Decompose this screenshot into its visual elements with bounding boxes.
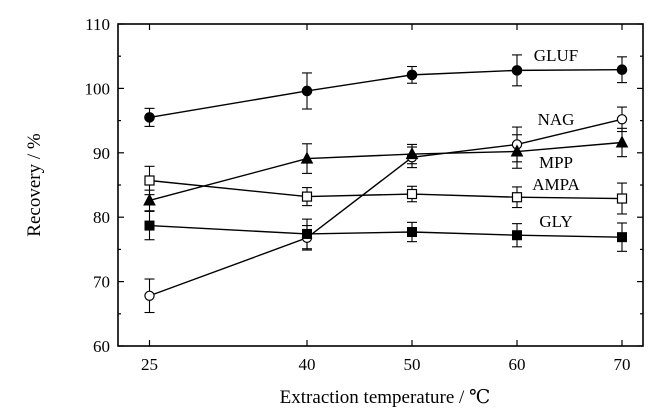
point-mpp xyxy=(405,147,419,160)
y-tick-label: 90 xyxy=(93,144,110,163)
x-tick-label: 60 xyxy=(509,355,526,374)
x-tick-label: 25 xyxy=(141,355,158,374)
x-tick-label: 40 xyxy=(299,355,316,374)
series-labels: GLUF NAG MPP AMPA GLY xyxy=(532,46,580,231)
point-ampa xyxy=(301,191,313,202)
point-mpp xyxy=(143,193,156,206)
y-tick-label: 80 xyxy=(93,208,110,227)
point-gly xyxy=(512,230,522,241)
point-mpp xyxy=(510,144,524,157)
point-gluf xyxy=(406,69,418,81)
point-gluf xyxy=(144,112,155,123)
series-label-mpp: MPP xyxy=(539,153,573,172)
point-ampa xyxy=(144,175,155,186)
series-label-gly: GLY xyxy=(539,212,572,231)
point-gly xyxy=(302,228,312,239)
data-markers xyxy=(143,64,629,301)
point-gly xyxy=(144,220,155,231)
series-label-gluf: GLUF xyxy=(534,46,578,65)
axis-ticks: 25 40 50 60 70 60 70 80 90 100 110 xyxy=(85,15,643,374)
point-ampa xyxy=(511,192,523,203)
point-gluf xyxy=(511,65,523,76)
point-nag xyxy=(616,114,628,125)
point-gluf xyxy=(616,64,628,76)
x-tick-label: 70 xyxy=(614,355,631,374)
x-tick-label: 50 xyxy=(404,355,421,374)
y-tick-label: 70 xyxy=(93,273,110,292)
point-gluf xyxy=(301,85,313,97)
y-tick-label: 60 xyxy=(93,337,110,356)
point-gly xyxy=(407,227,417,238)
series-line-nag xyxy=(149,118,623,297)
y-tick-label: 100 xyxy=(85,79,111,98)
point-gly xyxy=(617,232,627,243)
series-label-ampa: AMPA xyxy=(532,175,580,194)
point-ampa xyxy=(616,193,628,204)
y-tick-label: 110 xyxy=(85,15,110,34)
point-mpp xyxy=(615,135,629,148)
x-axis-title: Extraction temperature / ℃ xyxy=(280,387,491,408)
point-ampa xyxy=(406,188,418,200)
y-axis-title: Recovery / % xyxy=(24,133,45,237)
series-label-nag: NAG xyxy=(538,110,575,129)
point-nag xyxy=(144,290,155,301)
point-mpp xyxy=(300,151,314,164)
